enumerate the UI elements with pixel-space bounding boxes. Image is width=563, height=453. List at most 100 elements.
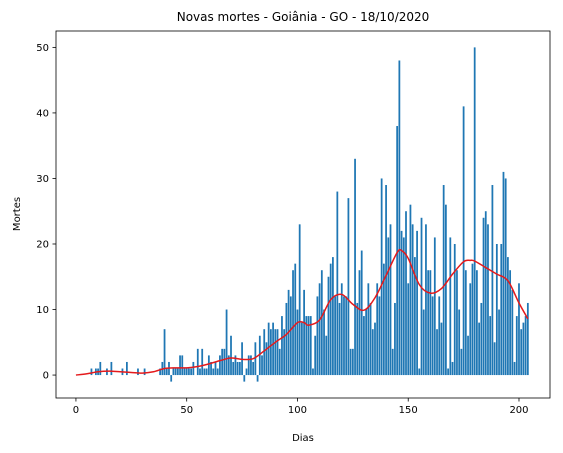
bar — [216, 368, 219, 376]
bar — [143, 368, 146, 376]
bar — [307, 316, 310, 376]
bar — [201, 348, 204, 376]
bar — [445, 204, 447, 376]
bar — [252, 361, 255, 376]
bar — [320, 270, 323, 376]
bar — [380, 178, 383, 376]
bar — [513, 361, 516, 376]
bar — [374, 322, 376, 376]
bar — [325, 335, 328, 376]
bar — [524, 316, 527, 376]
bar — [305, 316, 308, 376]
bar — [172, 368, 175, 376]
bar — [323, 309, 325, 376]
bar — [418, 368, 421, 376]
bar — [179, 355, 181, 376]
bar — [369, 302, 372, 376]
bar — [409, 204, 412, 376]
bar — [207, 355, 210, 376]
bar — [349, 348, 352, 376]
bar — [192, 361, 195, 376]
bar — [247, 355, 250, 376]
bar — [347, 198, 350, 376]
bar — [360, 250, 363, 376]
bar — [478, 322, 480, 376]
bar — [509, 270, 512, 376]
bar — [281, 316, 283, 376]
bar — [214, 361, 217, 376]
bar — [351, 348, 354, 376]
bar — [303, 289, 305, 376]
bar — [340, 283, 343, 376]
bar — [456, 270, 458, 376]
bar — [438, 296, 441, 376]
bar — [449, 237, 452, 376]
bar — [225, 309, 228, 376]
y-tick-label: 50 — [36, 43, 49, 54]
bar — [163, 329, 166, 376]
bars-group — [90, 47, 529, 382]
bar — [110, 361, 113, 376]
bar — [301, 322, 303, 376]
bar — [126, 361, 128, 376]
x-tick-label: 150 — [399, 405, 418, 416]
bar — [283, 329, 286, 376]
bar — [254, 342, 257, 376]
bar — [442, 185, 445, 376]
bar — [416, 230, 418, 376]
bar — [402, 237, 405, 376]
bar — [292, 270, 294, 376]
bar — [491, 185, 494, 376]
bar — [431, 296, 434, 376]
bar — [234, 355, 237, 376]
bar — [413, 257, 416, 376]
bar — [243, 375, 246, 382]
bar — [396, 126, 399, 376]
bar — [511, 289, 514, 376]
bar — [181, 355, 184, 376]
bar — [272, 322, 274, 376]
x-tick-label: 200 — [509, 405, 528, 416]
bar — [526, 302, 529, 376]
bar — [458, 309, 461, 376]
bar — [256, 375, 259, 382]
bar — [203, 368, 206, 376]
bar — [500, 243, 503, 376]
bar — [420, 217, 423, 376]
bar — [258, 335, 261, 376]
bar — [230, 335, 232, 376]
bar — [227, 355, 230, 376]
bar — [261, 355, 263, 376]
axes-frame — [55, 30, 551, 399]
bar — [159, 368, 161, 376]
bar — [336, 191, 339, 376]
y-axis-label: Mortes — [12, 197, 23, 231]
bar — [263, 329, 266, 376]
bar — [411, 224, 414, 376]
bar — [391, 348, 394, 376]
bar — [515, 316, 518, 376]
bar — [460, 348, 463, 376]
bar — [196, 348, 199, 376]
bar — [294, 263, 297, 376]
bar — [405, 211, 407, 376]
bar — [265, 342, 268, 376]
bar — [174, 368, 177, 376]
bar — [398, 60, 401, 376]
bar — [387, 237, 390, 376]
bar — [298, 224, 301, 376]
bar — [267, 322, 270, 376]
bar — [176, 368, 179, 376]
bar — [278, 348, 281, 376]
bar — [314, 335, 317, 376]
bar — [382, 263, 385, 376]
y-tick-label: 30 — [36, 174, 49, 185]
bar — [269, 329, 272, 376]
bar — [407, 283, 410, 376]
bar — [327, 276, 330, 376]
bar — [183, 368, 186, 376]
bar — [389, 224, 392, 376]
bar — [502, 171, 505, 376]
bar — [137, 368, 139, 376]
bar — [329, 263, 332, 376]
